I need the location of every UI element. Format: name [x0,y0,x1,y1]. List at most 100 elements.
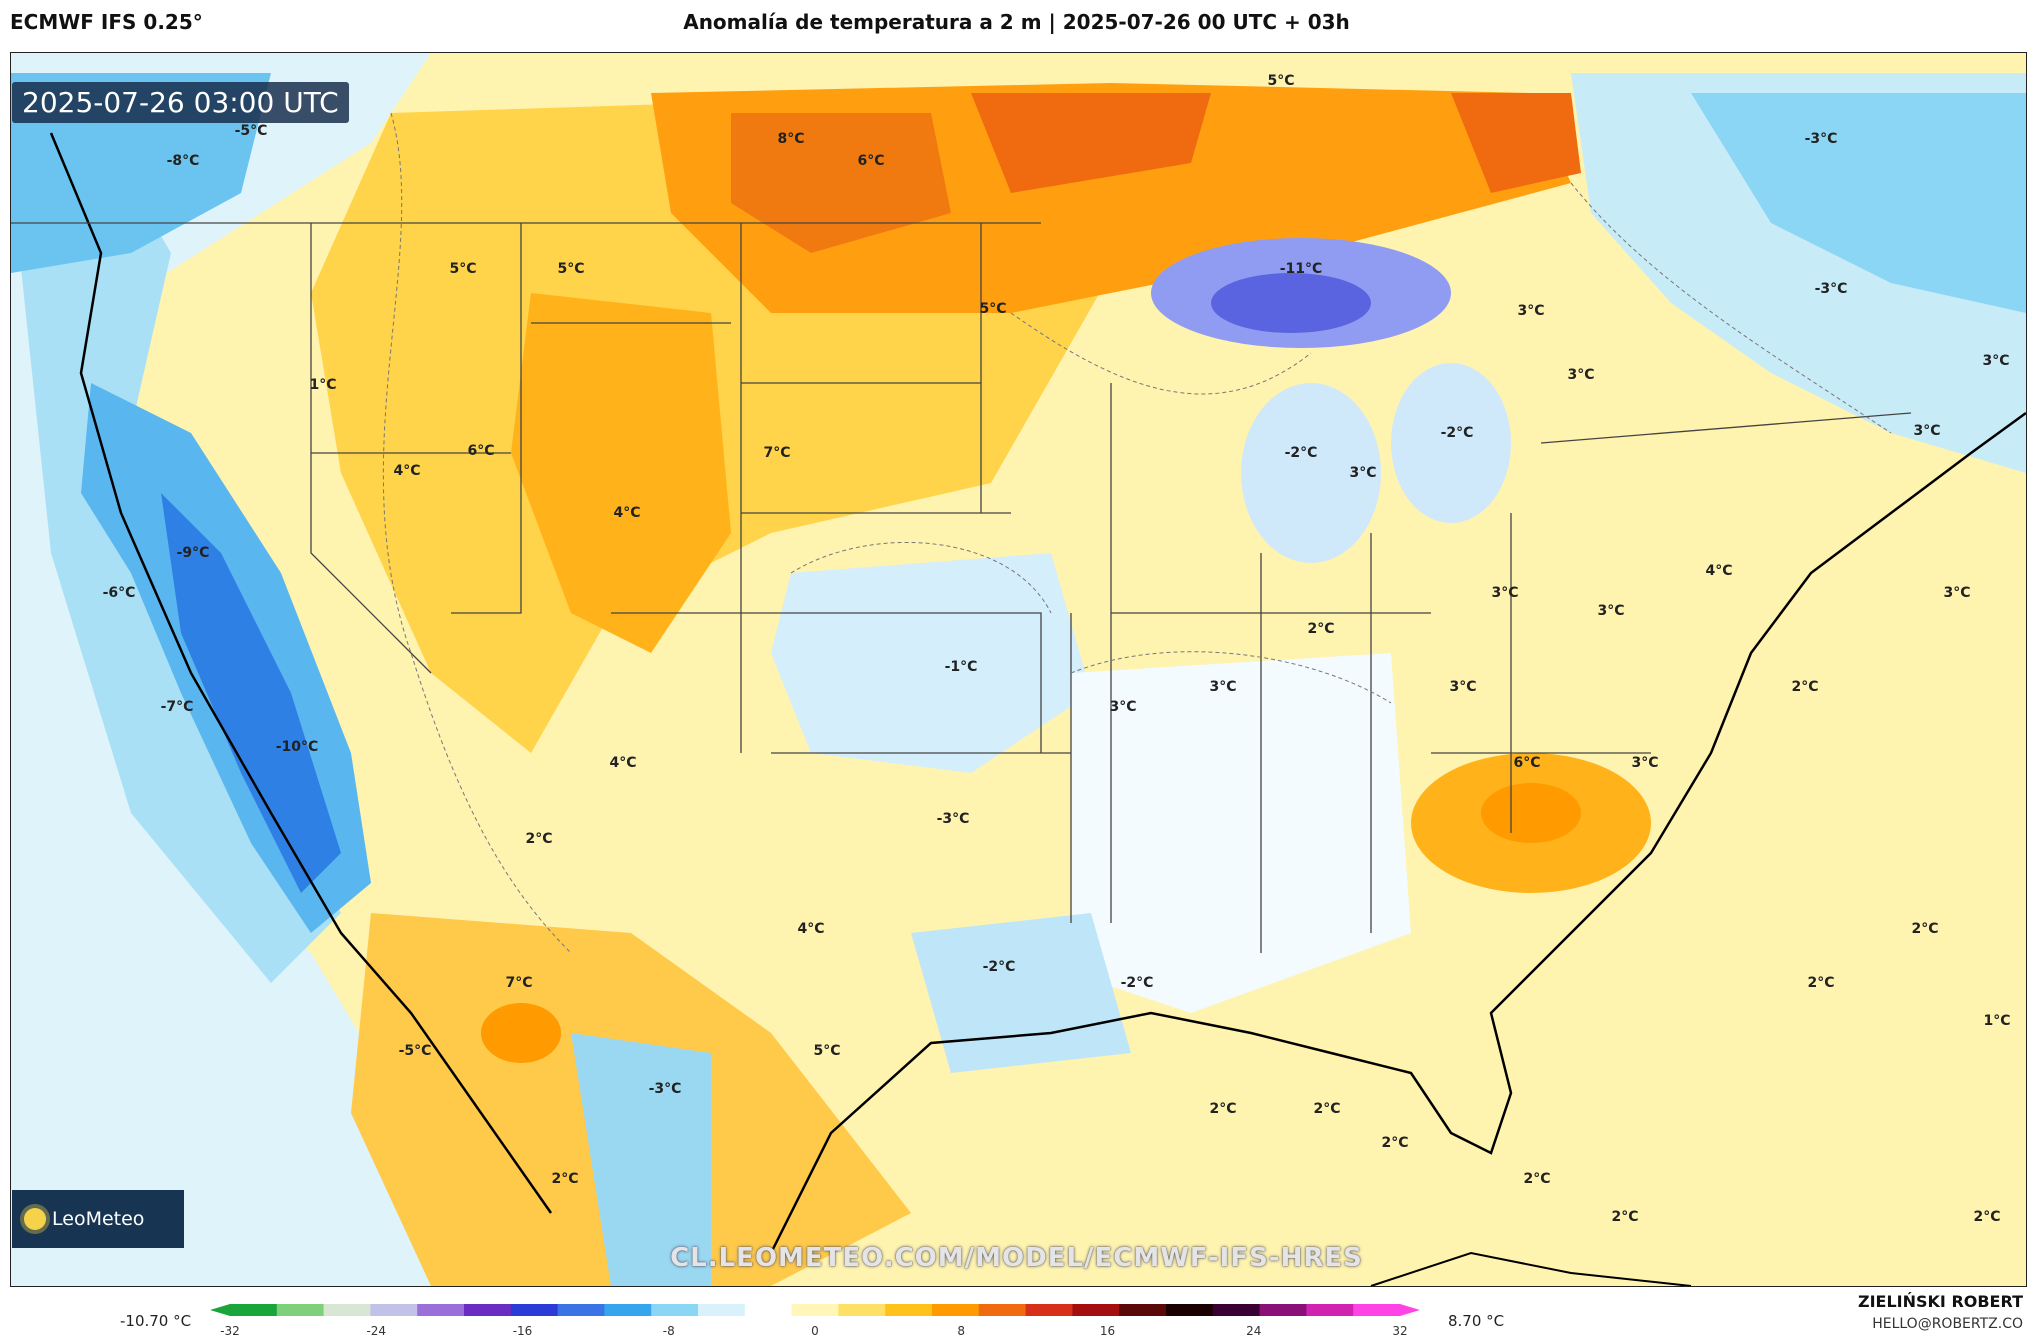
map-label: 3°C [1109,699,1137,715]
colorbar-tick-label: 32 [1392,1324,1408,1338]
colorbar-tick-label: 24 [1246,1324,1262,1338]
map-label: 3°C [1982,353,2010,369]
colorbar-tick-label: 16 [1099,1324,1116,1338]
colorbar-tick-label: -16 [512,1324,533,1338]
colorbar-segment [230,1304,278,1316]
author-email: HELLO@ROBERTZ.CO [1872,1316,2023,1332]
map-label: 4°C [613,505,641,521]
map-label: -2°C [982,959,1016,975]
gulf-atlantic-coastline [769,411,2026,1254]
colorbar-segment [1072,1304,1120,1316]
cuba-coastline [1370,1251,1692,1286]
map-label: 4°C [393,463,421,479]
map-label: 5°C [813,1043,841,1059]
map-label: 4°C [1705,563,1733,579]
colorbar-segment [651,1304,699,1316]
colorbar-max-arrow [1400,1304,1420,1316]
map-label: -8°C [166,153,200,169]
map-label: 5°C [449,261,477,277]
map-label: 5°C [1267,73,1295,89]
map-label: 3°C [1491,585,1519,601]
map-label: -3°C [1804,131,1838,147]
colorbar-max-label: 8.70 °C [1448,1312,1505,1330]
map-label: -2°C [1440,425,1474,441]
colorbar-segment [370,1304,418,1316]
colorbar-segment [1353,1304,1401,1316]
model-name: ECMWF IFS 0.25° [10,10,203,34]
map-label: 2°C [1791,679,1819,695]
map-label: -6°C [102,585,136,601]
map-label: 2°C [1209,1101,1237,1117]
map-label: 2°C [1313,1101,1341,1117]
pacific-coastline [49,132,553,1214]
map-label: 2°C [1611,1209,1639,1225]
map-label: 2°C [1973,1209,2001,1225]
colorbar-segment [1119,1304,1167,1316]
map-label: 6°C [467,443,495,459]
map-label: -3°C [648,1081,682,1097]
state-borders [11,222,1912,953]
colorbar-segment [698,1304,746,1316]
map-label: 7°C [505,975,533,991]
valid-time-badge: 2025-07-26 03:00 UTC [12,82,349,123]
colorbar-tick-label: -24 [366,1324,387,1338]
map-label: 3°C [1597,603,1625,619]
anomaly-map [11,53,2026,1286]
colorbar-segment [417,1304,465,1316]
colorbar-min-label: -10.70 °C [120,1312,192,1330]
map-label: 2°C [1911,921,1939,937]
map-label: 2°C [1523,1171,1551,1187]
colorbar-tick-label: -8 [662,1324,675,1338]
colorbar-min-arrow [210,1304,230,1316]
map-label: -1°C [944,659,978,675]
leometeo-logo[interactable]: LeoMeteo [12,1190,184,1248]
map-label: 3°C [1517,303,1545,319]
plains-cool [771,553,1091,773]
colorbar-segment [838,1304,886,1316]
colorbar-tick-label: 0 [811,1324,819,1338]
map-label: 2°C [1381,1135,1409,1151]
colorbar-segment [932,1304,980,1316]
map-label: 3°C [1567,367,1595,383]
colorbar-tick-label: -32 [220,1324,240,1338]
map-label: -7°C [160,699,194,715]
map-title: Anomalía de temperatura a 2 m | 2025-07-… [683,10,1350,34]
map-label: 5°C [557,261,585,277]
map-label: -11°C [1279,261,1323,277]
colorbar-segment [885,1304,933,1316]
colorbar-segment [323,1304,371,1316]
colorbar [210,1304,1420,1316]
colorbar-segment [1212,1304,1261,1316]
map-label: 3°C [1209,679,1237,695]
author-name: ZIELIŃSKI ROBERT [1857,1292,2023,1311]
map-label: 3°C [1631,755,1659,771]
map-label: 4°C [609,755,637,771]
map-area: -8°C -5°C 8°C 6°C 5°C -3°C 5°C 5°C -11°C… [10,52,2027,1287]
map-label: -2°C [1284,445,1318,461]
map-label: 7°C [763,445,791,461]
map-label: 3°C [1449,679,1477,695]
colorbar-segment [1025,1304,1073,1316]
map-label: -5°C [398,1043,432,1059]
logo-text: LeoMeteo [52,1208,145,1230]
colorbar-segment [791,1304,839,1316]
colorbar-segment [464,1304,512,1316]
map-label: 1°C [1983,1013,2011,1029]
colorbar-segment [1259,1304,1307,1316]
map-label: 5°C [979,301,1007,317]
map-label: -3°C [1814,281,1848,297]
map-label: -10°C [275,739,319,755]
map-label: 3°C [1943,585,1971,601]
map-label: 2°C [525,831,553,847]
colorbar-segment [744,1304,793,1316]
map-label: 4°C [797,921,825,937]
map-label: 6°C [1513,755,1541,771]
colorbar-segment [978,1304,1027,1316]
colorbar-segment [1306,1304,1354,1316]
map-label: 3°C [1349,465,1377,481]
map-label: 2°C [1307,621,1335,637]
map-label: 2°C [1807,975,1835,991]
colorbar-segment [1166,1304,1214,1316]
map-label: 8°C [777,131,805,147]
colorbar-tick-label: 8 [957,1324,966,1338]
